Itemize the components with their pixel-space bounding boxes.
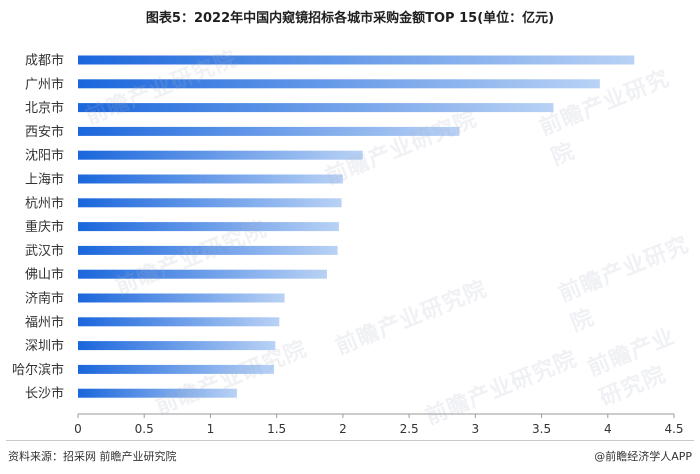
category-label: 佛山市: [25, 267, 64, 283]
bar-5: [78, 150, 363, 160]
category-label: 福州市: [25, 314, 64, 330]
bar-7: [78, 198, 342, 208]
x-tick-label: 2.5: [400, 422, 419, 436]
x-tick-label: 2: [339, 422, 347, 436]
bar-6: [78, 174, 343, 184]
category-label: 深圳市: [25, 338, 64, 354]
category-label: 杭州市: [25, 195, 64, 211]
bar-4: [78, 126, 460, 136]
x-tick-label: 4.5: [664, 422, 683, 436]
x-tick-label: 3.5: [532, 422, 551, 436]
category-label: 济南市: [25, 291, 64, 307]
source-note: 资料来源：招采网 前瞻产业研究院: [8, 450, 177, 463]
category-label: 长沙市: [25, 386, 64, 402]
bar-9: [78, 245, 338, 255]
category-label: 武汉市: [25, 243, 64, 259]
bar-8: [78, 222, 339, 232]
bar-2: [78, 79, 600, 89]
category-label: 沈阳市: [25, 148, 64, 164]
category-label: 哈尔滨市: [12, 362, 64, 378]
x-tick-label: 1.5: [267, 422, 286, 436]
bar-1: [78, 55, 635, 65]
bar-10: [78, 269, 327, 279]
bar-15: [78, 388, 237, 398]
category-label: 重庆市: [25, 219, 64, 235]
category-label: 北京市: [25, 100, 64, 116]
bar-3: [78, 103, 554, 113]
category-label: 上海市: [25, 172, 64, 188]
bar-14: [78, 364, 275, 374]
category-label: 成都市: [25, 53, 64, 69]
chart-title: 图表5：2022年中国内窥镜招标各城市采购金额TOP 15(单位：亿元): [145, 11, 555, 26]
bar-13: [78, 341, 276, 351]
footer-divider: [6, 440, 694, 441]
x-tick-label: 0.5: [135, 422, 154, 436]
x-tick-label: 3: [472, 422, 480, 436]
category-label: 西安市: [25, 124, 64, 140]
category-label: 广州市: [25, 76, 64, 92]
bar-11: [78, 293, 285, 303]
bar-12: [78, 317, 280, 327]
x-tick-label: 4: [604, 422, 612, 436]
x-tick-label: 1: [207, 422, 215, 436]
x-tick-label: 0: [74, 422, 82, 436]
brand-credit: @前瞻经济学人APP: [594, 450, 692, 463]
